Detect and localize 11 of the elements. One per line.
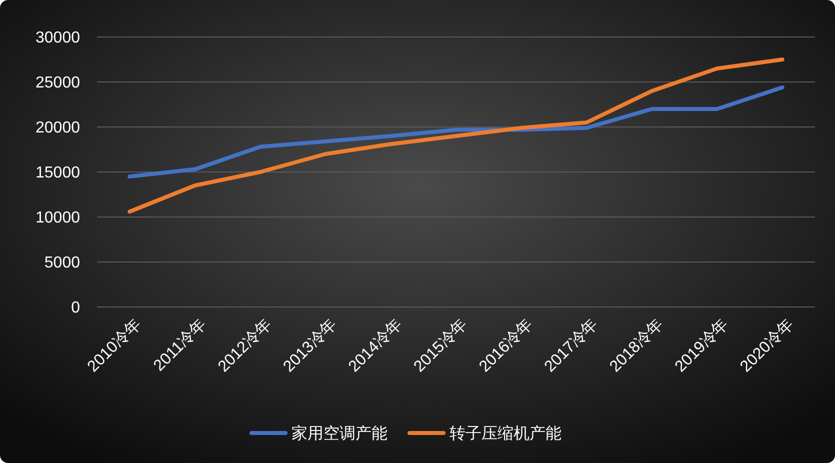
y-tick-label: 25000	[36, 74, 80, 92]
y-tick-label: 5000	[44, 254, 80, 272]
legend-label: 家用空调产能	[292, 424, 388, 443]
y-tick-label: 10000	[36, 210, 80, 227]
line-series	[128, 85, 784, 178]
y-tick-label: 20000	[36, 120, 80, 137]
y-tick-label: 30000	[36, 30, 80, 47]
y-tick-label: 15000	[36, 164, 80, 182]
y-tick-label: 0	[71, 300, 80, 317]
line-series	[128, 58, 784, 214]
legend-label: 转子压缩机产能	[450, 424, 562, 443]
